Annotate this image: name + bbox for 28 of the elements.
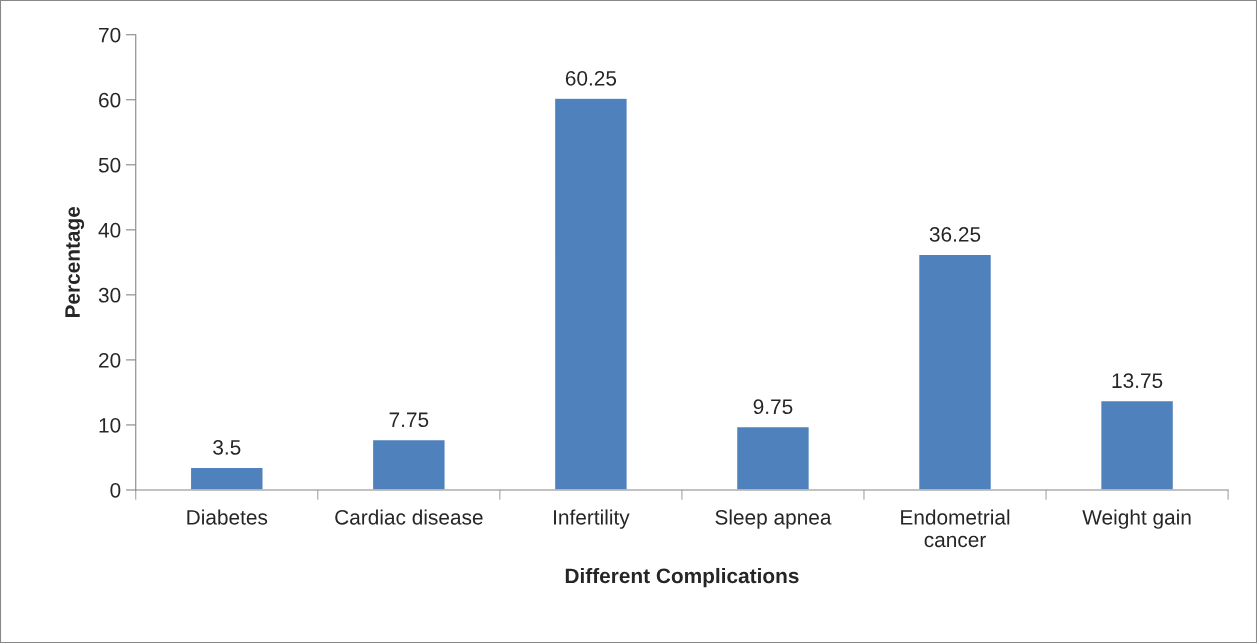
- data-label: 7.75: [389, 412, 429, 428]
- x-tick-label: Sleep apnea: [715, 509, 832, 529]
- bar: [553, 97, 629, 490]
- bar: [917, 253, 993, 490]
- bar: [1099, 399, 1175, 490]
- x-axis-title: Different Complications: [565, 567, 799, 588]
- y-tick-label: 20: [99, 352, 121, 368]
- y-tick-label: 10: [99, 417, 121, 433]
- x-tick-label: Weight gain: [1082, 509, 1191, 529]
- data-label: 60.25: [565, 70, 617, 86]
- bar: [735, 425, 811, 490]
- y-axis-title: Percentage: [65, 206, 85, 318]
- data-label: 3.5: [213, 440, 241, 455]
- data-label: 9.75: [753, 399, 793, 415]
- y-tick-label: 0: [110, 482, 121, 498]
- bar: [371, 438, 446, 490]
- y-tick-label: 70: [99, 27, 121, 43]
- data-label: 36.25: [929, 227, 981, 242]
- y-tick-label: 40: [98, 222, 121, 238]
- y-tick-label: 30: [98, 287, 121, 303]
- y-tick-label: 60: [99, 92, 121, 108]
- y-tick-label: 50: [98, 157, 121, 173]
- x-tick-label: Infertility: [554, 509, 630, 529]
- x-tick-label: Cardiac disease: [335, 509, 483, 525]
- x-tick-label: Diabetes: [187, 509, 268, 525]
- data-label: 13.75: [1112, 373, 1163, 389]
- bar: [189, 466, 264, 490]
- x-tick-label: Endometrial cancer: [901, 509, 1010, 548]
